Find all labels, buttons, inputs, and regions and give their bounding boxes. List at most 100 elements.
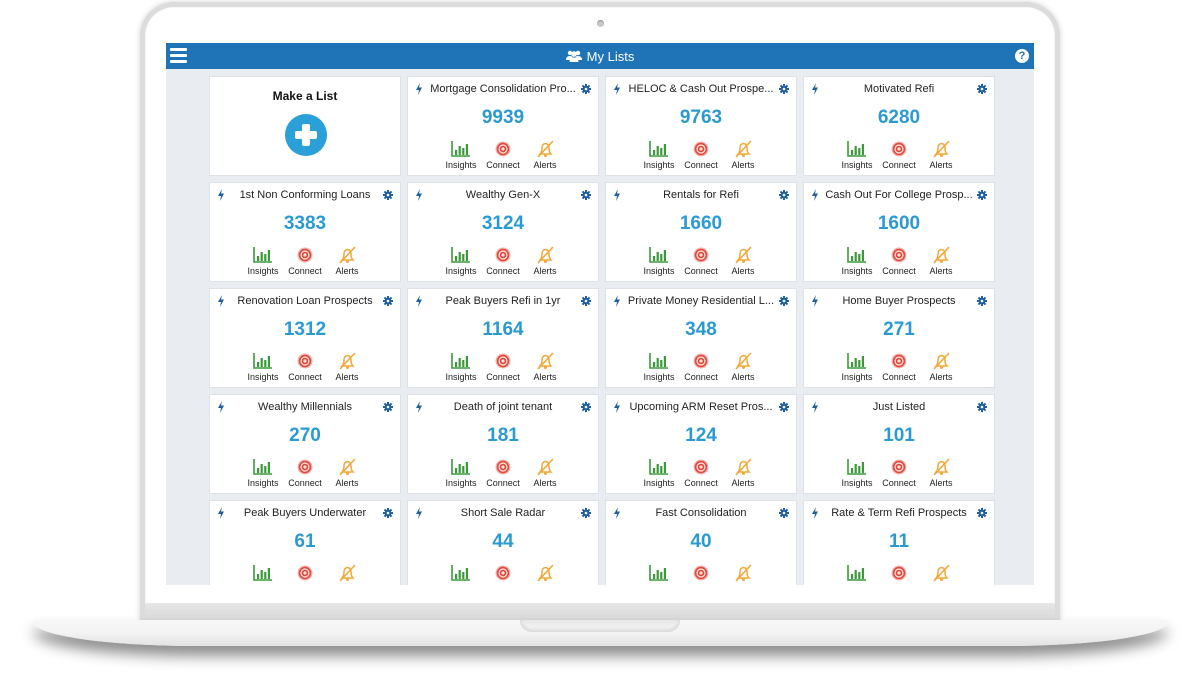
- lightning-bolt-icon[interactable]: [613, 507, 621, 519]
- insights-button[interactable]: Insights: [641, 246, 677, 276]
- gear-icon[interactable]: [977, 190, 987, 200]
- alerts-button[interactable]: Alerts: [923, 246, 959, 276]
- list-count[interactable]: 9763: [679, 107, 723, 128]
- insights-button[interactable]: Insights: [443, 352, 479, 382]
- gear-icon[interactable]: [977, 508, 987, 518]
- list-count[interactable]: 9939: [481, 107, 525, 128]
- alerts-button[interactable]: Alerts: [527, 140, 563, 170]
- alerts-button[interactable]: Alerts: [527, 246, 563, 276]
- connect-button[interactable]: Connect: [683, 246, 719, 276]
- alerts-button[interactable]: Alerts: [527, 564, 563, 585]
- gear-icon[interactable]: [383, 296, 393, 306]
- alerts-button[interactable]: Alerts: [923, 458, 959, 488]
- insights-button[interactable]: Insights: [641, 140, 677, 170]
- alerts-button[interactable]: Alerts: [329, 458, 365, 488]
- lightning-bolt-icon[interactable]: [811, 507, 819, 519]
- list-count[interactable]: 1164: [482, 319, 524, 340]
- gear-icon[interactable]: [383, 190, 393, 200]
- gear-icon[interactable]: [779, 402, 789, 412]
- question-circle-icon[interactable]: ?: [1015, 49, 1029, 63]
- insights-button[interactable]: Insights: [839, 352, 875, 382]
- insights-button[interactable]: Insights: [839, 140, 875, 170]
- connect-button[interactable]: Connect: [683, 140, 719, 170]
- gear-icon[interactable]: [581, 84, 591, 94]
- insights-button[interactable]: Insights: [839, 458, 875, 488]
- connect-button[interactable]: Connect: [683, 564, 719, 585]
- connect-button[interactable]: Connect: [485, 140, 521, 170]
- insights-button[interactable]: Insights: [443, 564, 479, 585]
- connect-button[interactable]: Connect: [485, 246, 521, 276]
- connect-button[interactable]: Connect: [881, 246, 917, 276]
- connect-button[interactable]: Connect: [287, 352, 323, 382]
- list-count[interactable]: 124: [685, 425, 717, 446]
- list-count[interactable]: 44: [492, 531, 514, 552]
- gear-icon[interactable]: [581, 402, 591, 412]
- make-a-list-card[interactable]: Make a List: [209, 76, 401, 176]
- list-count[interactable]: 271: [883, 319, 915, 340]
- list-count[interactable]: 348: [685, 319, 717, 340]
- lightning-bolt-icon[interactable]: [415, 295, 423, 307]
- connect-button[interactable]: Connect: [485, 352, 521, 382]
- gear-icon[interactable]: [581, 508, 591, 518]
- list-count[interactable]: 3124: [481, 213, 525, 234]
- lightning-bolt-icon[interactable]: [217, 295, 225, 307]
- lightning-bolt-icon[interactable]: [415, 507, 423, 519]
- list-count[interactable]: 11: [888, 531, 910, 552]
- lightning-bolt-icon[interactable]: [613, 401, 621, 413]
- insights-button[interactable]: Insights: [839, 246, 875, 276]
- alerts-button[interactable]: Alerts: [725, 352, 761, 382]
- gear-icon[interactable]: [779, 296, 789, 306]
- lightning-bolt-icon[interactable]: [415, 401, 423, 413]
- list-count[interactable]: 181: [487, 425, 519, 446]
- list-count[interactable]: 40: [690, 531, 712, 552]
- lightning-bolt-icon[interactable]: [415, 189, 423, 201]
- alerts-button[interactable]: Alerts: [923, 140, 959, 170]
- list-count[interactable]: 6280: [877, 107, 921, 128]
- gear-icon[interactable]: [383, 402, 393, 412]
- hamburger-menu-icon[interactable]: [170, 47, 187, 64]
- lightning-bolt-icon[interactable]: [217, 507, 225, 519]
- lightning-bolt-icon[interactable]: [613, 189, 621, 201]
- lightning-bolt-icon[interactable]: [217, 401, 225, 413]
- plus-circle-icon[interactable]: [285, 114, 327, 156]
- connect-button[interactable]: Connect: [881, 458, 917, 488]
- insights-button[interactable]: Insights: [641, 352, 677, 382]
- insights-button[interactable]: Insights: [443, 246, 479, 276]
- lightning-bolt-icon[interactable]: [613, 295, 621, 307]
- insights-button[interactable]: Insights: [245, 564, 281, 585]
- lightning-bolt-icon[interactable]: [811, 401, 819, 413]
- insights-button[interactable]: Insights: [443, 140, 479, 170]
- insights-button[interactable]: Insights: [641, 564, 677, 585]
- list-count[interactable]: 3383: [283, 213, 327, 234]
- insights-button[interactable]: Insights: [245, 246, 281, 276]
- connect-button[interactable]: Connect: [485, 564, 521, 585]
- connect-button[interactable]: Connect: [287, 458, 323, 488]
- lightning-bolt-icon[interactable]: [217, 189, 225, 201]
- alerts-button[interactable]: Alerts: [527, 458, 563, 488]
- insights-button[interactable]: Insights: [245, 352, 281, 382]
- alerts-button[interactable]: Alerts: [527, 352, 563, 382]
- connect-button[interactable]: Connect: [287, 564, 323, 585]
- list-count[interactable]: 1312: [283, 319, 327, 340]
- list-count[interactable]: 1600: [877, 213, 921, 234]
- list-count[interactable]: 61: [294, 531, 316, 552]
- connect-button[interactable]: Connect: [683, 352, 719, 382]
- alerts-button[interactable]: Alerts: [725, 458, 761, 488]
- connect-button[interactable]: Connect: [683, 458, 719, 488]
- connect-button[interactable]: Connect: [881, 352, 917, 382]
- gear-icon[interactable]: [581, 190, 591, 200]
- alerts-button[interactable]: Alerts: [923, 564, 959, 585]
- connect-button[interactable]: Connect: [881, 564, 917, 585]
- alerts-button[interactable]: Alerts: [725, 140, 761, 170]
- alerts-button[interactable]: Alerts: [329, 564, 365, 585]
- alerts-button[interactable]: Alerts: [725, 246, 761, 276]
- list-count[interactable]: 1660: [679, 213, 723, 234]
- gear-icon[interactable]: [383, 508, 393, 518]
- gear-icon[interactable]: [977, 402, 987, 412]
- insights-button[interactable]: Insights: [245, 458, 281, 488]
- list-count[interactable]: 101: [883, 425, 915, 446]
- gear-icon[interactable]: [977, 296, 987, 306]
- connect-button[interactable]: Connect: [485, 458, 521, 488]
- alerts-button[interactable]: Alerts: [329, 352, 365, 382]
- lightning-bolt-icon[interactable]: [811, 295, 819, 307]
